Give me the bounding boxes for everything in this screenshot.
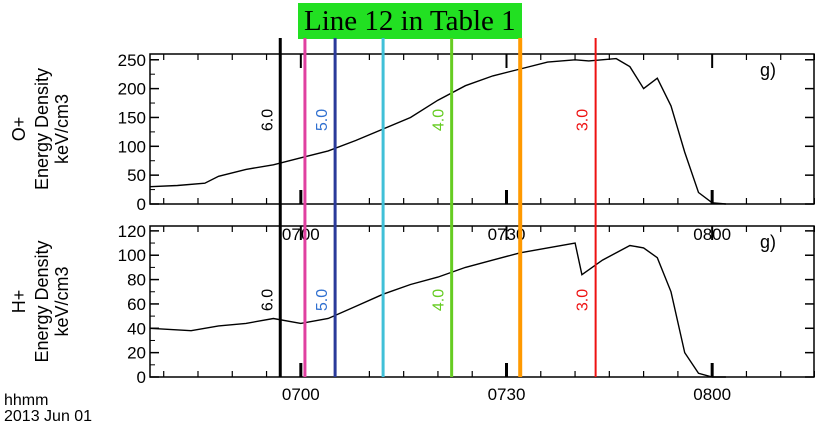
event-marker-label: 3.0: [575, 109, 592, 131]
hplus-ytick-label: 100: [118, 246, 146, 265]
oplus-ylabel-line: Energy Density: [32, 68, 52, 190]
hplus-ylabel-line: H+: [9, 290, 29, 314]
hplus-series-line: [149, 242, 726, 378]
oplus-ytick-label: 50: [127, 166, 146, 185]
event-marker-label: 3.0: [575, 289, 592, 311]
oplus-ytick-label: 200: [118, 80, 146, 99]
time-unit-label: hhmm: [4, 392, 48, 409]
event-marker-label: 6.0: [259, 289, 276, 311]
hplus-ylabel-line: keV/cm3: [52, 266, 72, 336]
hplus-ytick-label: 60: [127, 295, 146, 314]
oplus-ytick-label: 250: [118, 51, 146, 70]
time-axis-footer: hhmm 2013 Jun 01: [4, 392, 92, 425]
hplus-ytick-label: 0: [137, 368, 146, 387]
event-marker-label: 6.0: [259, 109, 276, 131]
event-marker-label: 4.0: [431, 289, 448, 311]
date-label: 2013 Jun 01: [4, 408, 92, 425]
hplus-ytick-label: 20: [127, 344, 146, 363]
hplus-ytick-label: 120: [118, 222, 146, 241]
oplus-panel-label: g): [760, 60, 776, 80]
event-marker-label: 5.0: [314, 109, 331, 131]
hplus-xtick-label: 0800: [693, 385, 731, 404]
event-marker-label: 5.0: [314, 289, 331, 311]
hplus-ylabel-line: Energy Density: [32, 240, 52, 362]
oplus-plot-frame: [149, 53, 815, 205]
oplus-ylabel-line: O+: [9, 117, 29, 142]
hplus-panel: 0 20 40 60 80 100 120 0700 0730 0800 g) H+ Energy De…: [9, 222, 815, 404]
event-markers: 6.0 6.0 5.0 5.0 4.0 4.0 3.0 3.0: [259, 38, 597, 377]
oplus-ytick-label: 150: [118, 108, 146, 127]
hplus-panel-label: g): [760, 232, 776, 252]
oplus-series-line: [149, 57, 726, 205]
hplus-plot-frame: [149, 225, 815, 378]
hplus-xtick-label: 0730: [488, 385, 526, 404]
hplus-ytick-label: 40: [127, 319, 146, 338]
oplus-ylabel-line: keV/cm3: [52, 94, 72, 164]
event-marker-label: 4.0: [431, 109, 448, 131]
table-reference-banner: Line 12 in Table 1: [298, 3, 522, 39]
oplus-ytick-label: 100: [118, 137, 146, 156]
oplus-ytick-label: 0: [137, 195, 146, 214]
hplus-ytick-label: 80: [127, 271, 146, 290]
hplus-xtick-label: 0700: [282, 385, 320, 404]
